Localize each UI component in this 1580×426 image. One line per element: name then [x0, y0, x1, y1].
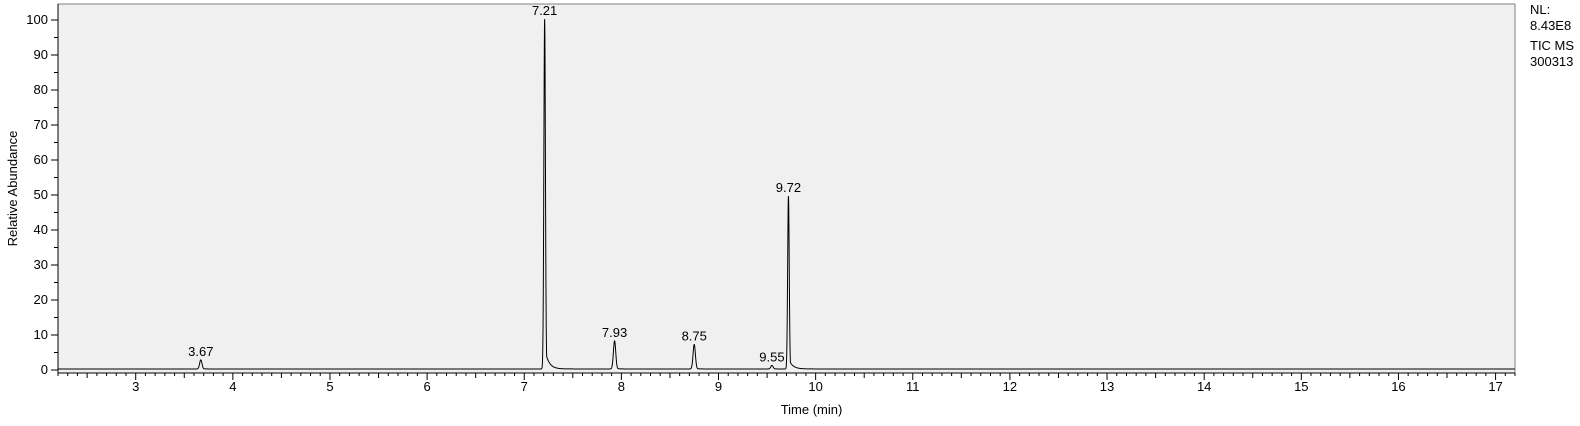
y-axis-title: Relative Abundance — [5, 131, 20, 247]
peak-label: 7.93 — [602, 325, 627, 340]
x-tick-label: 7 — [521, 379, 528, 394]
y-tick-label: 80 — [34, 82, 48, 97]
x-tick-label: 11 — [906, 379, 920, 394]
x-tick-label: 14 — [1197, 379, 1211, 394]
peak-label: 9.72 — [776, 180, 801, 195]
y-tick-label: 10 — [34, 327, 48, 342]
x-tick-label: 16 — [1391, 379, 1405, 394]
x-tick-label: 17 — [1488, 379, 1502, 394]
x-tick-label: 6 — [423, 379, 430, 394]
peak-label: 7.21 — [532, 3, 557, 18]
y-axis-ticks: 0 10 20 30 40 50 60 70 80 90 100 — [26, 4, 59, 377]
peak-labels: 3.67 7.21 7.93 8.75 9.55 9.72 — [188, 3, 801, 365]
y-tick-label: 100 — [26, 12, 48, 27]
scan-type: TIC MS — [1530, 38, 1575, 53]
peak-label: 9.55 — [759, 350, 784, 365]
peak-label: 3.67 — [188, 344, 213, 359]
y-tick-label: 30 — [34, 257, 48, 272]
nl-value: 8.43E8 — [1530, 18, 1572, 33]
y-tick-label: 70 — [34, 117, 48, 132]
plot-area — [57, 3, 1516, 374]
tic-trace-line — [58, 18, 1515, 370]
y-tick-label: 40 — [34, 222, 48, 237]
normalization-info: NL: 8.43E8 TIC MS 300313 — [1530, 2, 1574, 70]
sample-id: 300313 — [1530, 54, 1574, 69]
x-axis-title: Time (min) — [781, 402, 843, 417]
x-tick-label: 15 — [1294, 379, 1308, 394]
y-tick-label: 0 — [41, 362, 48, 377]
x-tick-label: 10 — [808, 379, 822, 394]
peak-label: 8.75 — [682, 329, 707, 344]
y-tick-label: 20 — [34, 292, 48, 307]
y-tick-label: 50 — [34, 187, 48, 202]
nl-label: NL: — [1530, 2, 1551, 17]
x-tick-label: 4 — [229, 379, 236, 394]
x-tick-label: 9 — [715, 379, 722, 394]
y-tick-label: 60 — [34, 152, 48, 167]
x-tick-label: 5 — [326, 379, 333, 394]
x-tick-label: 8 — [618, 379, 625, 394]
y-tick-label: 90 — [34, 47, 48, 62]
x-tick-label: 13 — [1100, 379, 1114, 394]
x-tick-label: 12 — [1003, 379, 1017, 394]
x-axis-ticks: 3 4 5 6 7 8 9 10 11 12 13 14 15 16 17 — [57, 372, 1516, 394]
x-tick-label: 3 — [132, 379, 139, 394]
